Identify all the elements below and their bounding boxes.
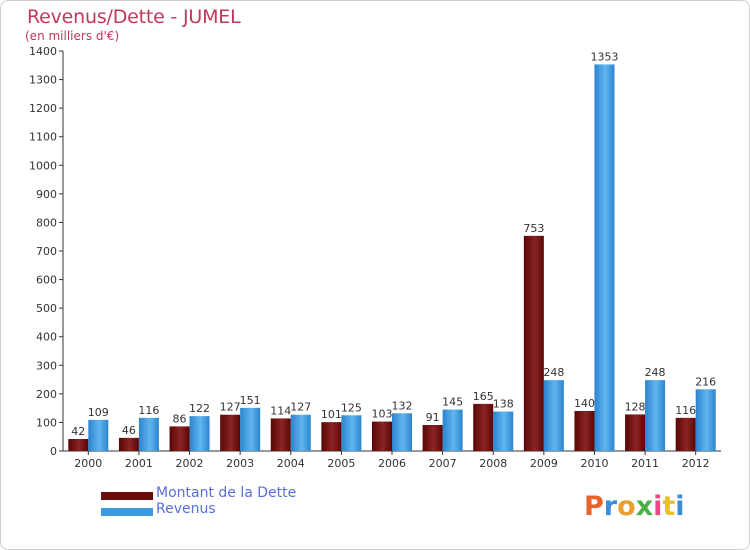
bar-debt: [372, 421, 392, 451]
data-label-debt: 91: [426, 411, 440, 424]
bar-debt: [68, 439, 89, 451]
bar-revenus: [594, 64, 615, 451]
y-tick-label: 900: [36, 188, 57, 201]
y-tick-label: 0: [50, 445, 57, 458]
x-tick-label: 2005: [327, 457, 355, 470]
bar-revenus: [392, 413, 412, 451]
bar-revenus: [138, 417, 159, 451]
x-tick-label: 2009: [530, 457, 558, 470]
data-label-revenus: 145: [442, 396, 463, 409]
bar-revenus: [442, 409, 463, 451]
bar-debt: [220, 414, 241, 451]
data-label-debt: 165: [473, 390, 494, 403]
y-tick-label: 1400: [29, 45, 57, 58]
data-label-revenus: 116: [138, 404, 159, 417]
bar-debt: [675, 417, 696, 451]
data-label-debt: 114: [270, 404, 291, 417]
x-tick-label: 2002: [176, 457, 204, 470]
data-label-debt: 128: [625, 400, 646, 413]
y-tick-label: 1200: [29, 102, 57, 115]
bar-debt: [169, 426, 190, 451]
logo-letter: P: [584, 491, 604, 522]
x-tick-label: 2008: [479, 457, 507, 470]
data-label-revenus: 1353: [590, 50, 618, 63]
bar-debt: [422, 425, 443, 451]
data-label-revenus: 151: [240, 394, 261, 407]
bar-debt: [523, 235, 544, 451]
bar-debt: [118, 437, 139, 451]
x-tick-label: 2007: [429, 457, 457, 470]
x-tick-label: 2003: [226, 457, 254, 470]
legend-swatch-debt: [101, 492, 153, 500]
x-tick-label: 2001: [125, 457, 153, 470]
data-label-revenus: 248: [543, 366, 564, 379]
bar-debt: [625, 414, 646, 451]
bar-revenus: [341, 415, 362, 451]
bar-debt: [270, 418, 291, 451]
y-tick-label: 400: [36, 331, 57, 344]
chart-bars: [68, 64, 716, 451]
legend-swatch-revenus: [101, 508, 153, 516]
data-label-debt: 753: [523, 222, 544, 235]
bar-debt: [473, 403, 494, 451]
data-label-debt: 103: [372, 408, 393, 421]
bar-revenus: [189, 416, 210, 451]
data-label-revenus: 248: [645, 366, 666, 379]
x-tick-label: 2004: [277, 457, 305, 470]
logo-letter: o: [617, 491, 636, 522]
y-tick-label: 1000: [29, 159, 57, 172]
data-label-revenus: 216: [695, 375, 716, 388]
legend-label-revenus: Revenus: [156, 501, 216, 517]
logo-letter: i: [675, 491, 685, 522]
data-label-debt: 42: [71, 425, 85, 438]
bar-revenus: [543, 380, 564, 451]
data-label-debt: 86: [173, 412, 187, 425]
bar-revenus: [695, 389, 716, 451]
y-tick-label: 1300: [29, 74, 57, 87]
y-tick-label: 500: [36, 302, 57, 315]
data-label-debt: 101: [321, 408, 342, 421]
data-label-debt: 127: [220, 401, 241, 414]
bar-debt: [321, 422, 342, 451]
y-tick-label: 1100: [29, 131, 57, 144]
x-tick-label: 2011: [631, 457, 659, 470]
data-label-debt: 140: [574, 397, 595, 410]
data-label-revenus: 138: [493, 398, 514, 411]
data-label-revenus: 109: [88, 406, 109, 419]
logo-letter: r: [603, 491, 618, 522]
bar-revenus: [88, 419, 109, 451]
logo-letter: t: [662, 491, 676, 522]
data-label-revenus: 125: [341, 401, 362, 414]
data-label-revenus: 122: [189, 402, 210, 415]
y-tick-label: 100: [36, 416, 57, 429]
y-tick-label: 600: [36, 274, 57, 287]
bar-revenus: [645, 380, 666, 451]
x-tick-label: 2006: [378, 457, 406, 470]
y-tick-label: 200: [36, 388, 57, 401]
logo-letter: i: [653, 491, 663, 522]
data-label-debt: 46: [122, 424, 136, 437]
chart-title: Revenus/Dette - JUMEL: [27, 6, 241, 28]
y-tick-label: 700: [36, 245, 57, 258]
data-label-debt: 116: [675, 404, 696, 417]
logo-letter: x: [635, 491, 654, 522]
data-label-revenus: 127: [290, 401, 311, 414]
x-tick-label: 2010: [580, 457, 608, 470]
proxiti-logo: Proxiti: [584, 491, 685, 522]
bar-debt: [574, 411, 595, 451]
bar-revenus: [493, 411, 514, 451]
data-label-revenus: 132: [392, 399, 413, 412]
x-tick-label: 2012: [682, 457, 710, 470]
y-tick-label: 800: [36, 216, 57, 229]
chart-subtitle: (en milliers d'€): [25, 29, 120, 43]
x-tick-label: 2000: [74, 457, 102, 470]
legend-label-debt: Montant de la Dette: [156, 485, 297, 501]
bar-revenus: [290, 414, 311, 451]
y-tick-label: 300: [36, 359, 57, 372]
bar-revenus: [240, 407, 261, 451]
chart-axes: 0 100 200 300 400 500 600 700 800 900 1000 1100 1200…: [29, 45, 721, 470]
